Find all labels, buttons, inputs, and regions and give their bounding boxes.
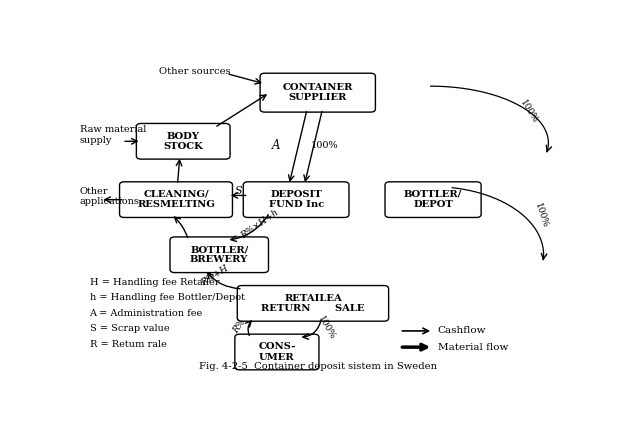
Text: h = Handling fee Bottler/Depot: h = Handling fee Bottler/Depot [89,293,244,302]
Text: R%+H: R%+H [199,264,230,288]
FancyBboxPatch shape [385,182,481,218]
FancyBboxPatch shape [136,123,230,159]
Text: 100%: 100% [518,99,540,125]
Text: A: A [272,139,280,152]
Text: R%×H+h: R%×H+h [239,208,281,241]
Text: R%: R% [232,318,248,336]
Text: RETAILEA
RETURN       SALE: RETAILEA RETURN SALE [261,294,365,313]
Text: H = Handling fee Retailer: H = Handling fee Retailer [89,278,219,287]
Text: CONTAINER
SUPPLIER: CONTAINER SUPPLIER [283,83,353,102]
Text: Material flow: Material flow [438,343,508,352]
Text: 100%: 100% [533,202,549,229]
Text: Other
applications: Other applications [80,187,140,206]
FancyBboxPatch shape [237,285,389,321]
Text: Other sources: Other sources [159,67,231,76]
FancyBboxPatch shape [170,237,268,272]
Text: BODY
STOCK: BODY STOCK [163,132,203,151]
Text: S = Scrap value: S = Scrap value [89,325,169,333]
Text: CLEANING/
RESMELTING: CLEANING/ RESMELTING [137,190,215,209]
FancyBboxPatch shape [243,182,349,218]
Text: 100%: 100% [311,141,339,150]
FancyBboxPatch shape [120,182,232,218]
Text: Raw material
supply: Raw material supply [80,125,146,144]
FancyBboxPatch shape [260,73,376,112]
Text: Fig. 4-2-5  Container deposit sistem in Sweden: Fig. 4-2-5 Container deposit sistem in S… [198,362,437,371]
FancyBboxPatch shape [235,334,319,370]
Text: R = Retum rale: R = Retum rale [89,340,166,349]
Text: Cashflow: Cashflow [438,326,486,336]
Text: BOTTLER/
DEPOT: BOTTLER/ DEPOT [404,190,462,209]
Text: BOTTLER/
BREWERY: BOTTLER/ BREWERY [190,245,249,264]
Text: CONS-
UMER: CONS- UMER [258,342,296,362]
Text: A = Administration fee: A = Administration fee [89,309,203,318]
Text: DEPOSIT
FUND Inc: DEPOSIT FUND Inc [268,190,324,209]
Text: 100%: 100% [316,315,337,342]
Text: S: S [234,186,242,196]
